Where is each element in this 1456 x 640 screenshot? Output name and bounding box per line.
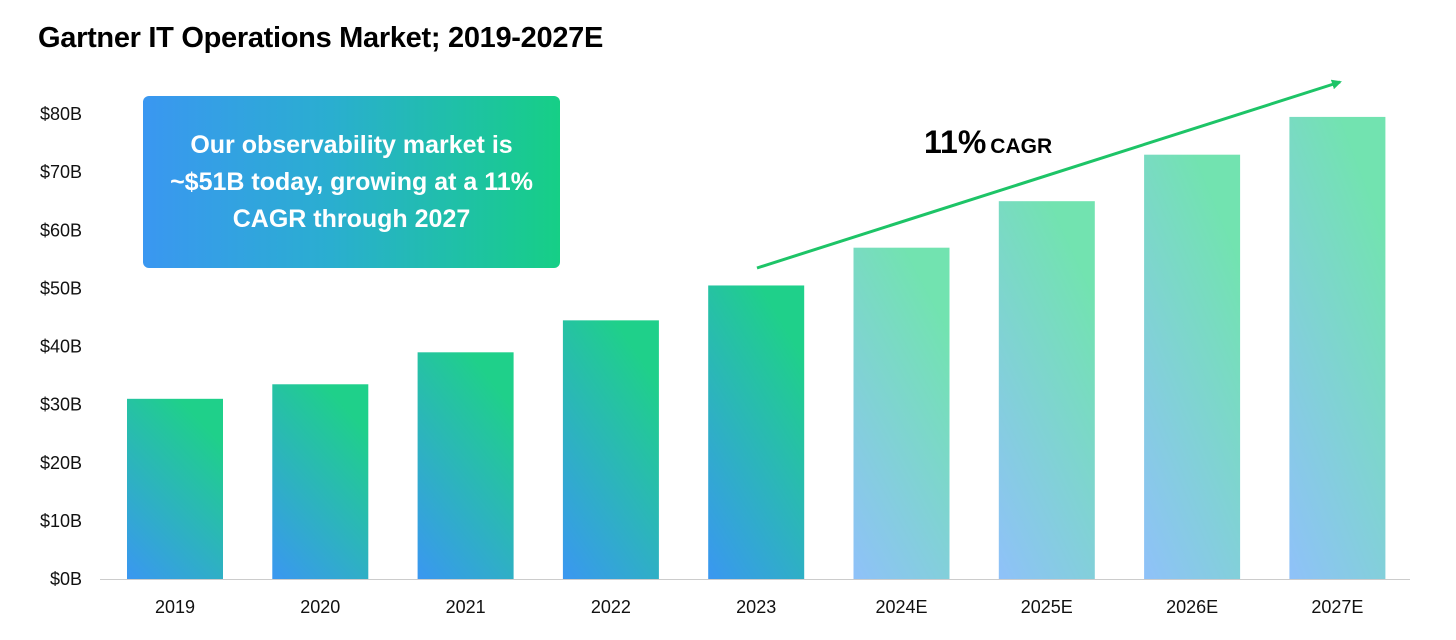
bars-group <box>127 116 1386 579</box>
bar-2023 <box>708 285 805 579</box>
bar-2022 <box>562 320 659 579</box>
cagr-arrow <box>756 79 1342 270</box>
x-tick-label: 2020 <box>300 597 340 617</box>
x-tick-label: 2027E <box>1311 597 1363 617</box>
y-tick-label: $80B <box>40 104 82 124</box>
bar-2026e <box>1144 154 1241 579</box>
chart-title: Gartner IT Operations Market; 2019-2027E <box>38 22 604 54</box>
x-tick-label: 2022 <box>591 597 631 617</box>
y-tick-label: $20B <box>40 453 82 473</box>
y-tick-label: $50B <box>40 278 82 298</box>
x-tick-label: 2021 <box>446 597 486 617</box>
bar-2027e <box>1289 116 1386 579</box>
x-tick-label: 2023 <box>736 597 776 617</box>
bar-2019 <box>127 398 223 579</box>
x-tick-label: 2025E <box>1021 597 1073 617</box>
bar-2021 <box>417 352 514 579</box>
callout-text: Our observability market is ~$51B today,… <box>170 130 533 233</box>
y-tick-label: $0B <box>50 569 82 589</box>
x-tick-label: 2026E <box>1166 597 1218 617</box>
bar-2024e <box>853 247 950 579</box>
cagr-word: CAGR <box>990 135 1053 158</box>
bar-2020 <box>272 384 369 579</box>
y-tick-label: $10B <box>40 511 82 531</box>
y-tick-label: $60B <box>40 220 82 240</box>
x-tick-label: 2019 <box>155 597 195 617</box>
y-tick-label: $70B <box>40 162 82 182</box>
y-tick-label: $30B <box>40 395 82 415</box>
cagr-percent: 11% <box>924 124 987 160</box>
callout-box: Our observability market is ~$51B today,… <box>143 96 560 268</box>
bar-2025e <box>998 201 1095 579</box>
cagr-label: 11% CAGR <box>924 124 1052 161</box>
y-tick-label: $40B <box>40 337 82 357</box>
x-axis-ticks: 2019 2020 2021 2022 2023 2024E 2025E 2026E 2027E <box>155 597 1363 617</box>
y-axis-ticks: $0B $10B $20B $30B $40B $50B $60B $70B $80B <box>40 104 82 589</box>
x-tick-label: 2024E <box>875 597 927 617</box>
